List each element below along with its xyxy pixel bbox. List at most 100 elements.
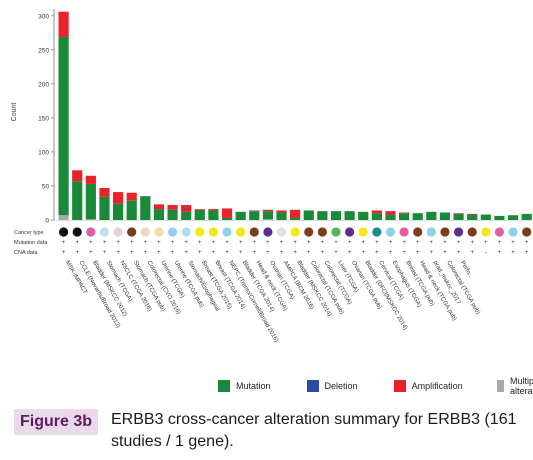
mutation-data-mark: + bbox=[157, 240, 161, 246]
cancer-type-dot bbox=[72, 227, 82, 237]
cancer-type-dot bbox=[167, 227, 178, 237]
mutation-data-mark: + bbox=[184, 240, 188, 246]
bar-segment-mutation bbox=[208, 210, 219, 220]
cna-data-mark: + bbox=[348, 250, 352, 256]
bar-segment-amplification bbox=[249, 210, 260, 212]
cancer-type-dot bbox=[453, 227, 464, 237]
cna-data-mark: + bbox=[375, 250, 379, 256]
cancer-type-dot bbox=[181, 227, 191, 237]
bar-segment-mutation bbox=[167, 209, 178, 220]
cna-data-mark: + bbox=[157, 250, 161, 256]
legend-swatch-mutation bbox=[218, 380, 230, 392]
cna-data-mark: + bbox=[130, 250, 134, 256]
alteration-chart: 0 50 100 150 200 250 300 Count Cancer type Muta… bbox=[11, 9, 533, 343]
cna-data-mark: + bbox=[402, 250, 406, 256]
bar-segment-mutation bbox=[72, 181, 83, 220]
bar-segment-mutation bbox=[480, 214, 491, 220]
cancer-type-dot bbox=[236, 227, 246, 237]
cna-data-mark: + bbox=[75, 250, 79, 256]
bar-segment-mutation bbox=[358, 211, 369, 220]
cancer-type-dot bbox=[140, 227, 150, 237]
y-tick-label: 0 bbox=[45, 218, 49, 225]
mutation-data-mark: + bbox=[416, 240, 420, 246]
bar-segment-mutation bbox=[521, 213, 532, 220]
bar-segment-mutation bbox=[85, 183, 96, 220]
cna-data-mark: + bbox=[144, 250, 148, 256]
legend-item-mutation: Mutation bbox=[218, 380, 271, 392]
mutation-data-mark: + bbox=[430, 240, 434, 246]
mutation-data-mark: + bbox=[293, 240, 297, 246]
mutation-data-mark: + bbox=[225, 240, 229, 246]
y-axis-label: Count bbox=[11, 103, 18, 122]
bar-segment-multiple-alterations bbox=[58, 215, 69, 220]
mutation-data-mark: + bbox=[198, 240, 202, 246]
bar-segment-amplification bbox=[385, 211, 396, 215]
cancer-type-dot bbox=[494, 227, 505, 237]
mutation-data-mark: + bbox=[212, 240, 216, 246]
y-tick-label: 100 bbox=[38, 149, 49, 156]
bars bbox=[58, 11, 532, 220]
bar-segment-amplification bbox=[72, 170, 83, 182]
legend-swatch-deletion bbox=[306, 380, 319, 392]
caption-text: ERBB3 cross-cancer alteration summary fo… bbox=[111, 411, 517, 450]
cancer-type-dot bbox=[426, 227, 436, 237]
cna-data-mark: + bbox=[280, 250, 284, 256]
cna-data-mark: + bbox=[416, 250, 420, 256]
cancer-type-dot bbox=[263, 227, 273, 237]
bar-segment-mutation bbox=[439, 212, 451, 220]
bar-segment-mutation bbox=[194, 209, 205, 220]
cancer-type-dot bbox=[317, 227, 327, 237]
bar-segment-mutation bbox=[453, 213, 464, 220]
row-label: Cancer type bbox=[14, 230, 44, 236]
mutation-data-mark: + bbox=[389, 240, 393, 246]
bar-segment-amplification bbox=[153, 204, 165, 210]
bar-segment-mutation bbox=[181, 211, 192, 220]
y-tick-label: 200 bbox=[38, 81, 49, 88]
bar-segment-mutation bbox=[99, 196, 110, 220]
cancer-type-dot bbox=[358, 227, 368, 237]
mutation-data-mark: + bbox=[116, 240, 120, 246]
legend-item-deletion: Deletion bbox=[306, 380, 358, 392]
annotation-rows: Cancer type Mutation data CNA data + + + + + + + +… bbox=[14, 227, 532, 256]
mutation-data-mark: + bbox=[75, 240, 79, 246]
cna-data-mark: + bbox=[266, 250, 270, 256]
bar-segment-mutation bbox=[276, 212, 287, 220]
bar-segment-amplification bbox=[181, 205, 192, 212]
bar-segment-mutation bbox=[467, 214, 478, 220]
bar-segment-amplification bbox=[126, 192, 137, 201]
bar-segment-multiple-alterations bbox=[262, 219, 273, 220]
cna-data-mark: + bbox=[116, 250, 120, 256]
bar-segment-amplification bbox=[290, 209, 301, 218]
cna-data-mark: + bbox=[171, 250, 175, 256]
bar-segment-mutation bbox=[58, 36, 69, 216]
mutation-data-mark: + bbox=[334, 240, 338, 246]
mutation-data-mark: + bbox=[511, 240, 515, 246]
cna-data-mark: - bbox=[485, 250, 487, 256]
cancer-type-dot bbox=[372, 227, 382, 237]
cancer-type-dot bbox=[99, 227, 110, 237]
mutation-data-mark: + bbox=[89, 240, 93, 246]
mutation-data-mark: + bbox=[130, 240, 134, 246]
cna-data-mark: + bbox=[239, 250, 243, 256]
cna-data-mark: + bbox=[212, 250, 216, 256]
mutation-data-mark: + bbox=[402, 240, 406, 246]
cna-data-mark: + bbox=[334, 250, 338, 256]
mutation-data-mark: + bbox=[62, 240, 66, 246]
row-label: Mutation data bbox=[14, 240, 48, 246]
cancer-type-dot bbox=[481, 227, 491, 237]
mutation-data-mark: + bbox=[375, 240, 379, 246]
bar-segment-mutation bbox=[140, 196, 151, 220]
cancer-type-dot bbox=[113, 227, 123, 237]
cna-data-mark: + bbox=[389, 250, 393, 256]
bar-segment-amplification bbox=[276, 210, 287, 213]
bar-segment-mutation bbox=[330, 211, 342, 220]
cna-data-mark: + bbox=[457, 250, 461, 256]
cna-data-mark: + bbox=[307, 250, 311, 256]
cna-data-mark: + bbox=[253, 250, 257, 256]
bar-segment-mutation bbox=[249, 211, 260, 220]
cancer-type-dot bbox=[86, 227, 96, 237]
bar-segment-mutation bbox=[126, 200, 137, 220]
mutation-data-mark: + bbox=[144, 240, 148, 246]
